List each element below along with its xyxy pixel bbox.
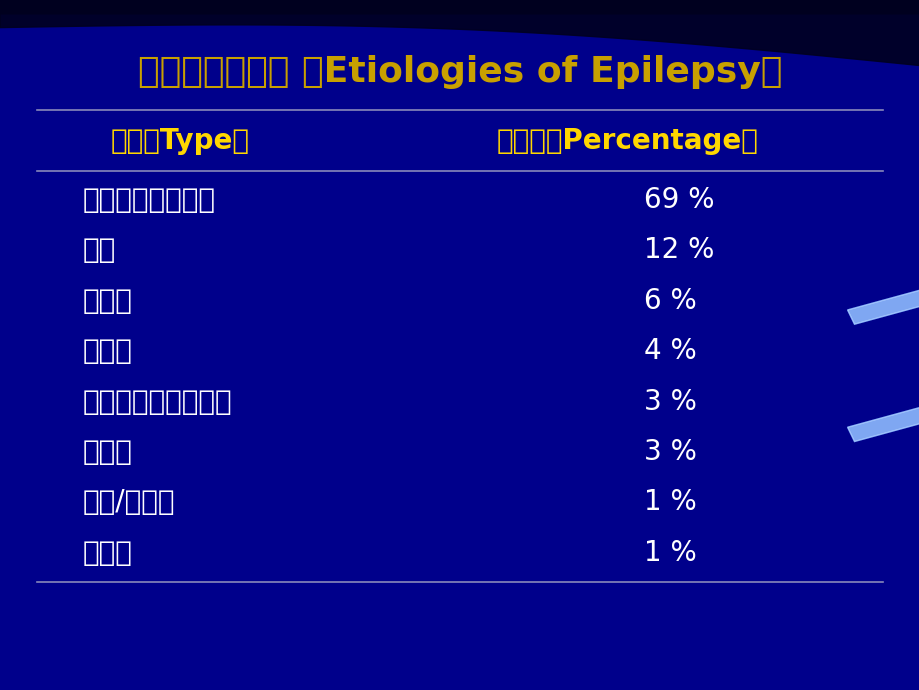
Text: 百分比（Percentage）: 百分比（Percentage）: [496, 128, 758, 155]
Text: 创伤性: 创伤性: [83, 337, 132, 365]
Text: 围产期: 围产期: [83, 287, 132, 315]
Text: 3 %: 3 %: [643, 388, 696, 415]
Text: 中毒/代谢性: 中毒/代谢性: [83, 489, 176, 516]
Text: 中枢神经系统感染性: 中枢神经系统感染性: [83, 388, 233, 415]
Text: 12 %: 12 %: [643, 237, 713, 264]
Text: 3 %: 3 %: [643, 438, 696, 466]
Text: 4 %: 4 %: [643, 337, 696, 365]
Text: 1 %: 1 %: [643, 489, 696, 516]
Polygon shape: [846, 290, 919, 324]
Text: 其他: 其他: [83, 237, 116, 264]
Polygon shape: [846, 407, 919, 442]
Text: 69 %: 69 %: [643, 186, 714, 214]
Text: 1 %: 1 %: [643, 539, 696, 566]
Text: 类型（Type）: 类型（Type）: [110, 128, 249, 155]
Text: 先天性: 先天性: [83, 438, 132, 466]
Text: 6 %: 6 %: [643, 287, 696, 315]
Polygon shape: [846, 290, 919, 324]
Text: 肿瘥性: 肿瘥性: [83, 539, 132, 566]
Polygon shape: [846, 407, 919, 442]
Text: 儿童癌疫的病因 （Etiologies of Epilepsy）: 儿童癌疫的病因 （Etiologies of Epilepsy）: [138, 55, 781, 90]
Text: 特发性（隐源性）: 特发性（隐源性）: [83, 186, 216, 214]
